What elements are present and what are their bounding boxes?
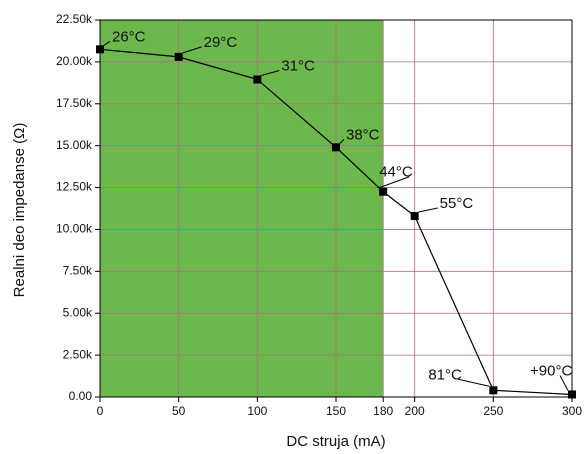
label-arrow (182, 46, 202, 54)
point-label: 55°C (440, 195, 474, 212)
x-tick-label: 250 (483, 404, 503, 418)
y-tick-label: 12.50k (56, 180, 93, 194)
data-point (568, 390, 576, 399)
x-tick-label: 50 (172, 404, 186, 418)
label-arrow (261, 70, 280, 76)
label-arrow (458, 378, 490, 387)
y-axis-title: Realni deo impedanse (Ω) (11, 123, 28, 298)
point-label: 38°C (346, 126, 380, 143)
label-arrow (379, 176, 410, 189)
point-label: +90°C (530, 362, 572, 379)
data-line (99, 48, 573, 396)
data-point (96, 45, 104, 54)
point-label: 44°C (379, 164, 413, 181)
y-tick-label: 2.50k (63, 347, 93, 361)
y-tick-label: 7.50k (63, 264, 93, 278)
label-arrow (559, 375, 569, 391)
point-label: 26°C (112, 28, 146, 45)
point-label: 29°C (204, 34, 238, 51)
x-tick-label: 0 (97, 404, 104, 418)
data-point (410, 212, 419, 221)
point-label: 31°C (281, 57, 315, 74)
label-arrow (103, 40, 111, 46)
point-label: 81°C (428, 366, 462, 383)
data-point (253, 75, 262, 84)
x-tick-label: 100 (247, 404, 267, 418)
x-axis-title: DC struja (mA) (286, 433, 385, 450)
data-point (489, 386, 498, 395)
x-tick-label: 150 (326, 404, 346, 418)
y-tick-label: 5.00k (63, 305, 93, 319)
x-tick-label: 200 (405, 404, 425, 418)
y-tick-label: 15.00k (56, 138, 93, 152)
y-tick-label: 10.00k (56, 222, 93, 236)
data-point (174, 52, 183, 61)
label-arrow (418, 207, 438, 213)
data-point (332, 143, 340, 152)
label-arrow (339, 138, 345, 144)
shaded-region (100, 20, 384, 397)
y-tick-label: 20.00k (56, 54, 93, 68)
x-tick-label: 180 (373, 404, 393, 418)
y-tick-label: 22.50k (56, 12, 93, 26)
y-tick-label: 0.00 (69, 389, 93, 403)
plot-frame (99, 19, 573, 398)
y-tick-label: 17.50k (56, 96, 93, 110)
x-tick-label: 300 (562, 404, 582, 418)
data-point (379, 187, 388, 196)
